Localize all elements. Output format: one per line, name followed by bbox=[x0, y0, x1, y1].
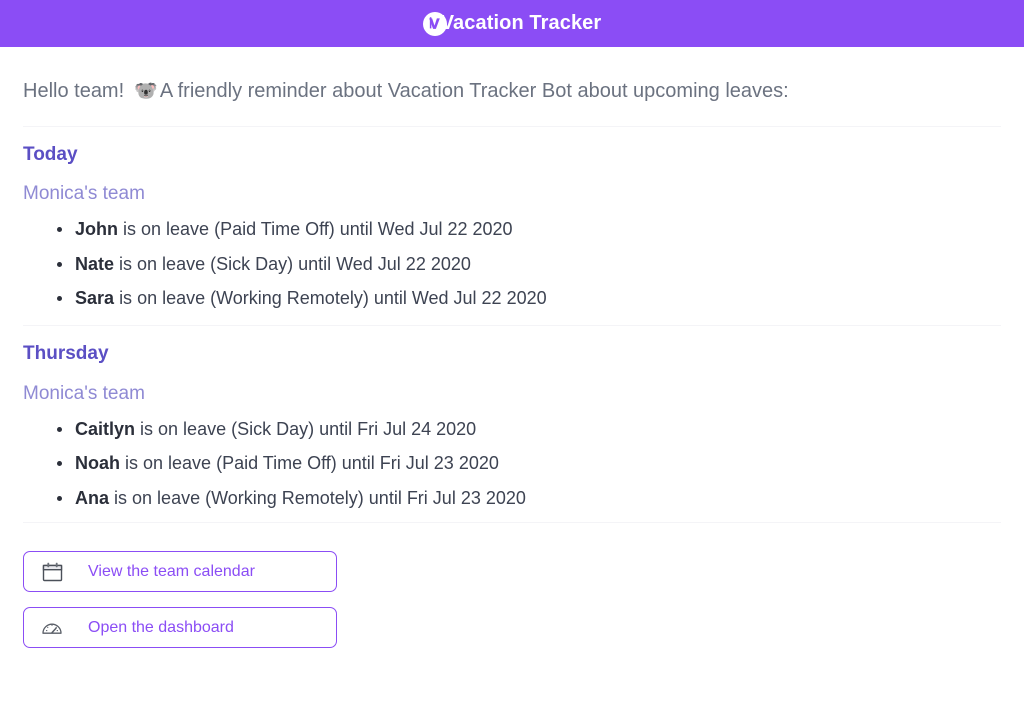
leave-detail: is on leave (Working Remotely) until Fri… bbox=[114, 487, 526, 508]
greeting-salutation: Hello team! bbox=[23, 80, 125, 102]
list-item: Caitlyn is on leave (Sick Day) until Fri… bbox=[53, 418, 1001, 441]
section-day-heading: Today bbox=[23, 143, 78, 165]
leave-detail: is on leave (Sick Day) until Fri Jul 24 … bbox=[140, 418, 477, 439]
open-dashboard-button[interactable]: Open the dashboard bbox=[23, 607, 337, 649]
app-header: Vacation Tracker bbox=[0, 0, 1024, 47]
section-team-name: Monica's team bbox=[23, 383, 145, 405]
gauge-icon bbox=[40, 616, 64, 640]
greeting-message: A friendly reminder about Vacation Track… bbox=[159, 80, 789, 102]
divider-bottom bbox=[23, 522, 1001, 524]
divider-middle bbox=[23, 325, 1001, 327]
person-name: Caitlyn bbox=[75, 418, 136, 439]
leave-list: John is on leave (Paid Time Off) until W… bbox=[23, 218, 1001, 310]
divider-top bbox=[23, 125, 1001, 127]
leave-section-thursday: Thursday Monica's team Caitlyn is on lea… bbox=[23, 343, 1001, 510]
leave-detail: is on leave (Paid Time Off) until Fri Ju… bbox=[125, 453, 499, 474]
leave-detail: is on leave (Paid Time Off) until Wed Ju… bbox=[123, 219, 513, 240]
list-item: John is on leave (Paid Time Off) until W… bbox=[53, 218, 1001, 241]
person-name: Sara bbox=[75, 287, 115, 308]
koala-face-emoji: 🐨 bbox=[134, 81, 158, 102]
view-team-calendar-button[interactable]: View the team calendar bbox=[23, 551, 337, 593]
section-team-name: Monica's team bbox=[23, 183, 145, 205]
calendar-icon bbox=[40, 560, 64, 584]
view-team-calendar-label: View the team calendar bbox=[88, 562, 255, 580]
action-buttons: View the team calendar Open the dashboar… bbox=[23, 523, 1001, 649]
message-body: Hello team! 🐨 A friendly reminder about Va… bbox=[0, 47, 1024, 649]
leave-detail: is on leave (Working Remotely) until Wed… bbox=[119, 287, 547, 308]
list-item: Ana is on leave (Working Remotely) until… bbox=[53, 487, 1001, 510]
greeting-line: Hello team! 🐨 A friendly reminder about Va… bbox=[23, 47, 1001, 106]
leave-section-today: Today Monica's team John is on leave (Pa… bbox=[23, 144, 1001, 311]
app-title: Vacation Tracker bbox=[440, 12, 602, 34]
leave-list: Caitlyn is on leave (Sick Day) until Fri… bbox=[23, 418, 1001, 510]
person-name: Ana bbox=[75, 487, 110, 508]
open-dashboard-label: Open the dashboard bbox=[88, 618, 234, 636]
section-day-heading: Thursday bbox=[23, 343, 109, 365]
list-item: Sara is on leave (Working Remotely) unti… bbox=[53, 287, 1001, 310]
person-name: Noah bbox=[75, 453, 120, 474]
person-name: Nate bbox=[75, 253, 115, 274]
list-item: Nate is on leave (Sick Day) until Wed Ju… bbox=[53, 253, 1001, 276]
leave-detail: is on leave (Sick Day) until Wed Jul 22 … bbox=[119, 253, 471, 274]
brand: Vacation Tracker bbox=[422, 11, 602, 36]
vacation-tracker-logo-icon bbox=[422, 11, 447, 36]
list-item: Noah is on leave (Paid Time Off) until F… bbox=[53, 452, 1001, 475]
person-name: John bbox=[75, 219, 118, 240]
